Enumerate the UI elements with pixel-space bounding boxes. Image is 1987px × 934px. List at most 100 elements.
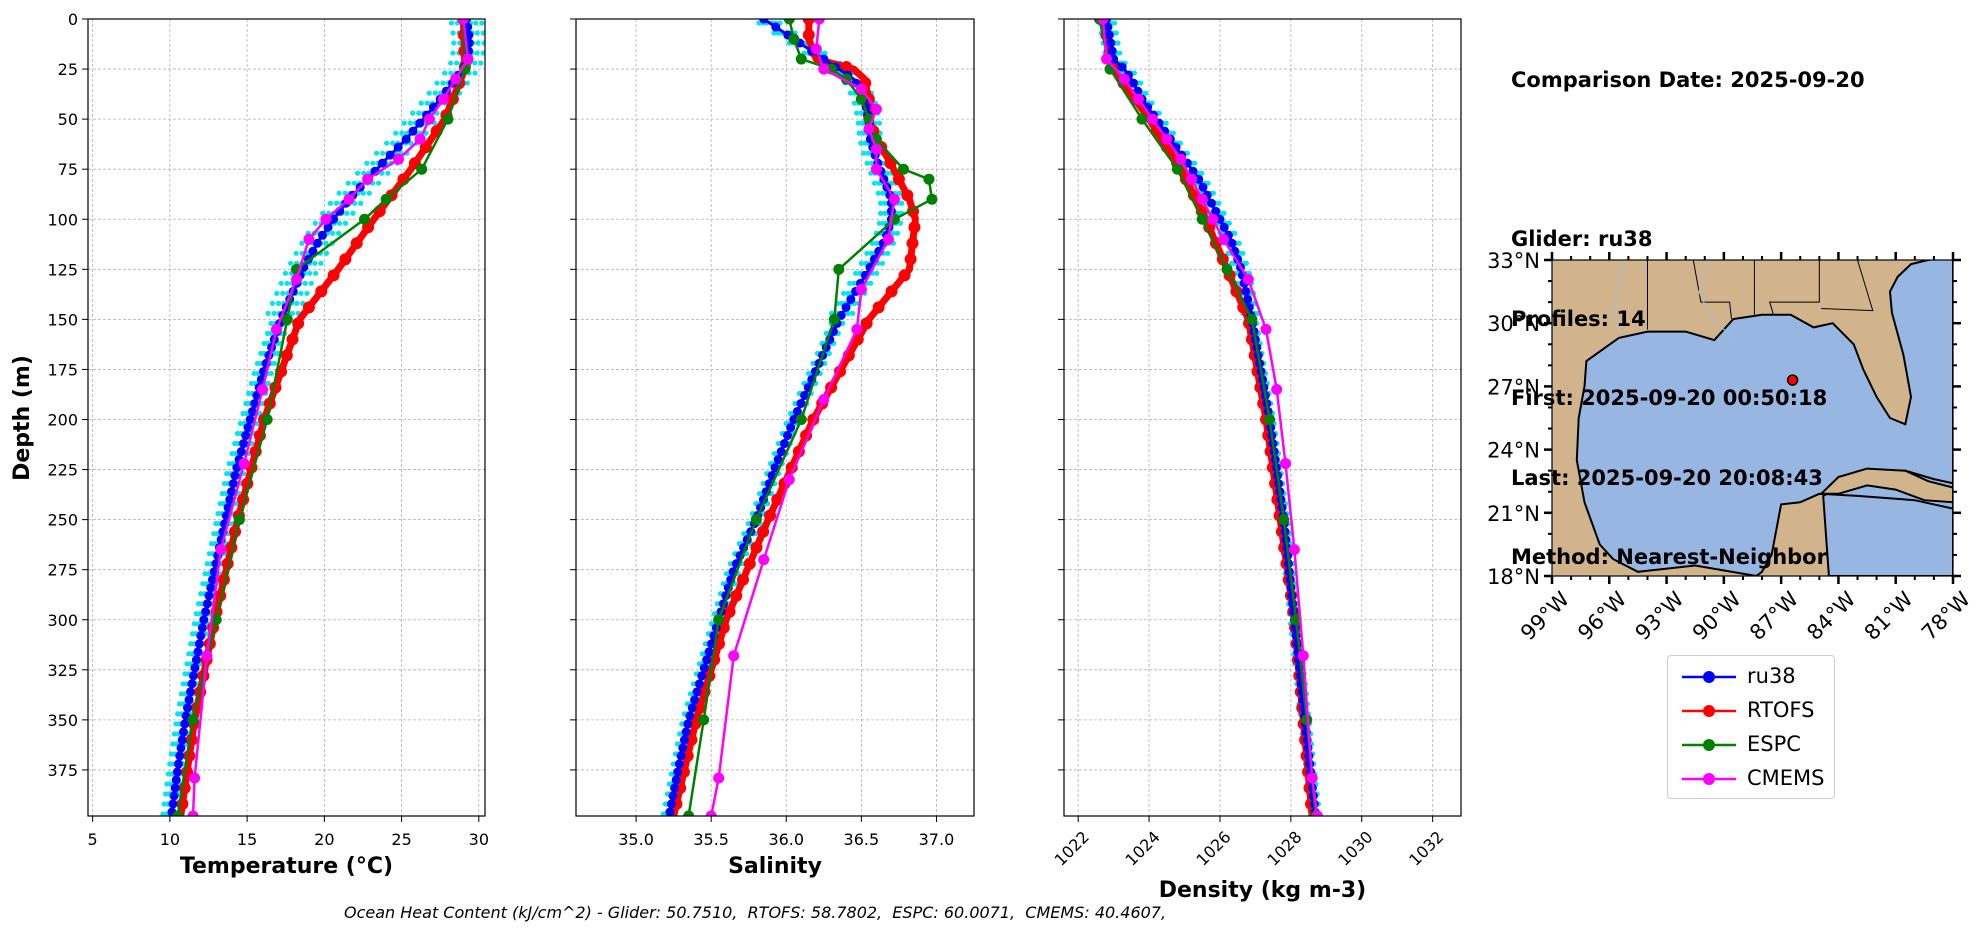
y-tick-label: 325 <box>47 661 78 680</box>
series-point-espc <box>897 163 909 175</box>
series-point-ru38 <box>323 222 333 232</box>
series-point-cmems <box>855 83 867 95</box>
series-point-espc <box>1264 414 1276 426</box>
series-point-ru38 <box>415 118 425 128</box>
glider-profile-point <box>1199 170 1205 176</box>
series-point-cmems <box>705 810 717 816</box>
series-point-rtofs <box>373 205 386 218</box>
series-point-espc <box>416 163 428 175</box>
glider-profile-point <box>851 280 857 286</box>
series-point-ru38 <box>773 455 783 465</box>
series-point-espc <box>1246 313 1258 325</box>
series-point-cmems <box>758 554 770 566</box>
glider-profile-point <box>854 110 860 116</box>
series-point-cmems <box>813 19 825 25</box>
glider-profile-point <box>464 80 470 86</box>
series-point-ru38 <box>241 431 251 441</box>
series-point-rtofs <box>350 237 363 250</box>
series-point-rtofs <box>872 301 885 314</box>
glider-profile-point <box>284 280 290 286</box>
series-point-ru38 <box>670 783 680 793</box>
series-point-cmems <box>238 458 250 470</box>
series-point-cmems <box>215 544 227 556</box>
series-espc <box>1093 19 1322 816</box>
series-point-rtofs <box>730 589 743 602</box>
glider-profile-point <box>358 200 364 206</box>
glider-profile-point <box>265 380 272 387</box>
series-point-ru38 <box>169 791 179 801</box>
series-point-cmems <box>1097 19 1109 25</box>
glider-profile-point <box>862 140 868 146</box>
glider-profile-point <box>385 170 391 176</box>
glider-profile-point <box>448 70 454 76</box>
lat-label: 18°N <box>1487 565 1540 589</box>
glider-profile-point <box>775 30 781 36</box>
glider-profile-point <box>474 50 480 56</box>
x-tick-label: 1022 <box>1051 827 1093 869</box>
series-point-ru38 <box>245 415 255 425</box>
glider-profile-point <box>882 200 888 206</box>
series-point-rtofs <box>908 221 921 234</box>
y-tick-label: 350 <box>47 711 78 730</box>
legend-label-cmems: CMEMS <box>1747 766 1825 790</box>
series-point-cmems <box>1161 133 1173 145</box>
glider-profile-point <box>1111 20 1118 26</box>
series-point-ru38 <box>1128 78 1138 88</box>
glider-profile-point <box>1243 260 1249 266</box>
glider-profile-point <box>302 280 308 286</box>
series-point-ru38 <box>191 655 201 665</box>
series-point-rtofs <box>339 253 352 266</box>
series-point-ru38 <box>385 150 395 160</box>
x-tick-label: 35.0 <box>618 830 654 849</box>
series-point-ru38 <box>401 134 411 144</box>
series-point-espc <box>1136 113 1148 125</box>
glider-profile-point <box>293 250 299 256</box>
series-point-rtofs <box>327 269 340 282</box>
series-point-rtofs <box>860 317 873 330</box>
river <box>1698 260 1732 339</box>
series-point-ru38 <box>186 687 196 697</box>
comparison-info: Comparison Date: 2025-09-20 Glider: ru38… <box>1511 14 1865 597</box>
series-point-rtofs <box>737 573 750 586</box>
series-point-ru38 <box>692 687 702 697</box>
axes-frame <box>575 18 975 817</box>
series-point-espc <box>828 313 840 325</box>
x-tick-label: 5 <box>88 830 98 849</box>
series-point-ru38 <box>668 791 678 801</box>
glider-profile-point <box>885 170 891 176</box>
series-point-cmems <box>423 113 435 125</box>
glider-profile-point <box>312 260 318 266</box>
series-point-ru38 <box>1211 206 1221 216</box>
series-point-ru38 <box>250 398 260 408</box>
legend-label-espc: ESPC <box>1747 732 1801 756</box>
glider-profile-point <box>880 220 887 226</box>
series-point-ru38 <box>174 759 184 769</box>
series-point-rtofs <box>904 253 917 266</box>
x-tick-label: 10 <box>160 830 180 849</box>
series-point-rtofs <box>723 605 736 618</box>
x-axis-label: Density (kg m-3) <box>1159 878 1367 903</box>
x-tick-label: 30 <box>469 830 489 849</box>
series-point-rtofs <box>802 19 815 25</box>
glider-profile-point <box>877 200 884 206</box>
series-point-ru38 <box>697 671 707 681</box>
glider-profile-point <box>424 100 430 106</box>
series-point-ru38 <box>683 719 693 729</box>
series-point-rtofs <box>681 749 694 762</box>
glider-profile-point <box>375 180 382 186</box>
series-point-ru38 <box>776 447 786 457</box>
glider-profile-point <box>1115 40 1121 46</box>
series-point-ru38 <box>1241 286 1251 296</box>
series-point-ru38 <box>180 719 190 729</box>
series-espc <box>172 19 471 816</box>
series-point-rtofs <box>898 269 911 282</box>
series-point-rtofs <box>743 557 756 570</box>
y-axis-label: Depth (m) <box>10 355 35 481</box>
glider-profile-point <box>873 240 880 246</box>
profile-panel-2: 35.0 35.5 36.0 36.5 37.0 Salinity <box>570 18 975 879</box>
series-point-rtofs <box>840 61 853 74</box>
glider-profile-point <box>868 280 874 286</box>
glider-profile-point <box>269 300 276 306</box>
series-point-cmems <box>1218 233 1230 245</box>
glider-profile-point <box>899 200 905 206</box>
